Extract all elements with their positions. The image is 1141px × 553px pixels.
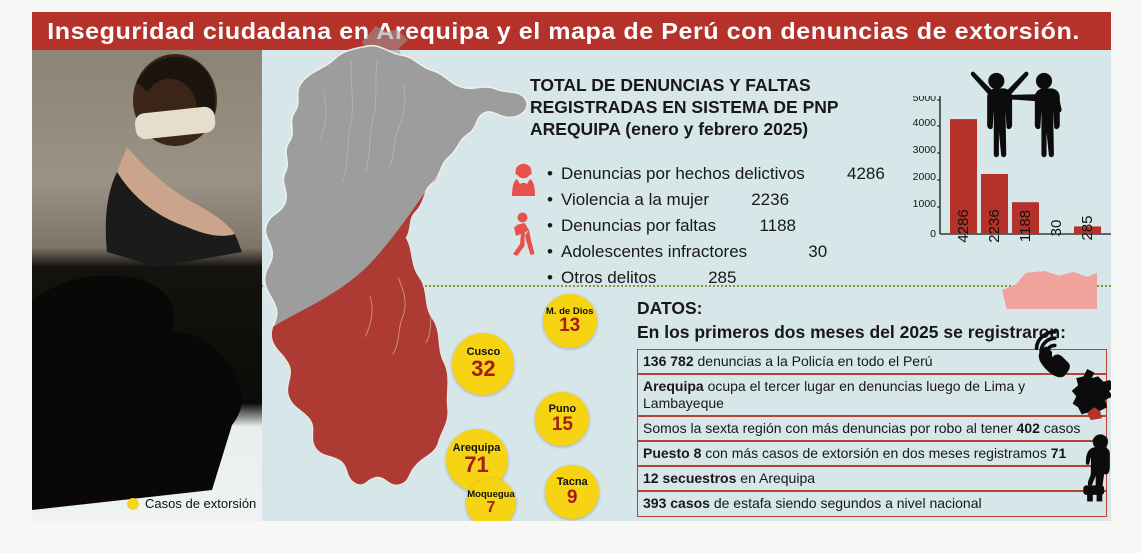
svg-text:285: 285 [1079, 215, 1096, 240]
svg-text:1000: 1000 [913, 198, 937, 210]
svg-text:30: 30 [1048, 220, 1065, 237]
svg-text:0: 0 [930, 228, 936, 240]
svg-text:3000: 3000 [913, 144, 937, 156]
svg-text:2000: 2000 [913, 171, 937, 183]
svg-text:1188: 1188 [1017, 210, 1034, 242]
svg-text:2236: 2236 [986, 209, 1003, 242]
svg-text:4000: 4000 [913, 117, 937, 129]
svg-text:4286: 4286 [955, 209, 972, 242]
svg-text:5000: 5000 [913, 96, 937, 104]
